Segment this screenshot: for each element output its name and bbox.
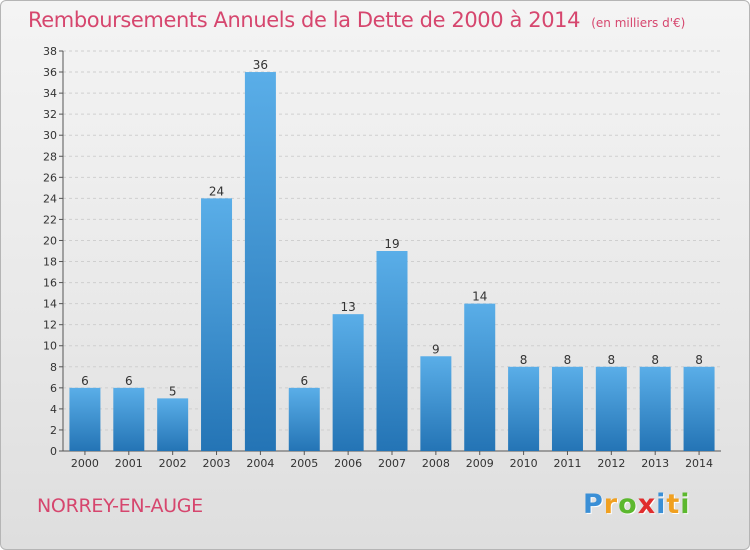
bar-value-label: 19 xyxy=(384,237,399,251)
logo-letter: P xyxy=(583,489,604,520)
proxiti-logo: Proxiti xyxy=(583,489,691,520)
x-tick-label: 2010 xyxy=(510,457,538,470)
y-tick-label: 2 xyxy=(50,424,57,437)
bar xyxy=(508,366,540,451)
bar-value-label: 8 xyxy=(520,353,528,367)
x-tick-label: 2009 xyxy=(466,457,494,470)
y-tick-label: 32 xyxy=(43,108,57,121)
bar-value-label: 36 xyxy=(253,58,268,72)
bars xyxy=(69,72,715,451)
logo-letter: x xyxy=(637,489,657,520)
x-tick-label: 2011 xyxy=(553,457,581,470)
bar xyxy=(244,72,276,451)
bar xyxy=(551,366,583,451)
x-tick-label: 2008 xyxy=(422,457,450,470)
bar-value-label: 8 xyxy=(651,353,659,367)
y-tick-label: 24 xyxy=(43,192,57,205)
y-tick-label: 12 xyxy=(43,319,57,332)
y-tick-label: 20 xyxy=(43,234,57,247)
bar-value-label: 9 xyxy=(432,342,440,356)
bar xyxy=(683,366,715,451)
x-tick-label: 2006 xyxy=(334,457,362,470)
y-tick-label: 14 xyxy=(43,298,57,311)
y-tick-label: 0 xyxy=(50,445,57,458)
bar-value-label: 6 xyxy=(81,374,89,388)
bar-value-label: 6 xyxy=(125,374,133,388)
y-tick-label: 36 xyxy=(43,66,57,79)
bar-value-label: 8 xyxy=(564,353,572,367)
bar xyxy=(157,398,189,451)
bar xyxy=(201,198,233,451)
y-tick-label: 4 xyxy=(50,403,57,416)
y-tick-label: 8 xyxy=(50,361,57,374)
x-tick-label: 2014 xyxy=(685,457,713,470)
bar-value-label: 6 xyxy=(300,374,308,388)
x-tick-label: 2001 xyxy=(115,457,143,470)
y-tick-label: 18 xyxy=(43,256,57,269)
bar xyxy=(420,356,452,451)
bar xyxy=(288,387,320,451)
labels: 0246810121416182022242628303234363862000… xyxy=(43,45,713,470)
x-tick-label: 2005 xyxy=(290,457,318,470)
bar xyxy=(639,366,671,451)
x-tick-label: 2000 xyxy=(71,457,99,470)
bar xyxy=(332,314,364,451)
x-tick-label: 2012 xyxy=(597,457,625,470)
bar xyxy=(464,303,496,451)
x-tick-label: 2013 xyxy=(641,457,669,470)
bar-value-label: 24 xyxy=(209,184,224,198)
x-tick-label: 2004 xyxy=(246,457,274,470)
bar-value-label: 8 xyxy=(608,353,616,367)
y-tick-label: 28 xyxy=(43,150,57,163)
logo-letter: t xyxy=(666,489,681,520)
y-tick-label: 26 xyxy=(43,171,57,184)
bar xyxy=(595,366,627,451)
location-name: NORREY-EN-AUGE xyxy=(37,495,203,517)
chart-unit: (en milliers d'€) xyxy=(591,16,686,30)
y-tick-label: 34 xyxy=(43,87,57,100)
logo-letter: i xyxy=(656,489,667,520)
y-tick-label: 22 xyxy=(43,213,57,226)
logo-letter: r xyxy=(603,489,619,520)
y-tick-label: 30 xyxy=(43,129,57,142)
y-tick-label: 10 xyxy=(43,340,57,353)
chart-title-row: Remboursements Annuels de la Dette de 20… xyxy=(28,8,685,32)
y-tick-label: 16 xyxy=(43,277,57,290)
y-tick-label: 6 xyxy=(50,382,57,395)
x-tick-label: 2007 xyxy=(378,457,406,470)
bar-value-label: 5 xyxy=(169,384,177,398)
logo-letter: i xyxy=(680,489,691,520)
chart-title: Remboursements Annuels de la Dette de 20… xyxy=(28,8,581,32)
bar-value-label: 14 xyxy=(472,290,487,304)
y-tick-label: 38 xyxy=(43,45,57,58)
logo-letter: o xyxy=(618,489,638,520)
x-tick-label: 2002 xyxy=(159,457,187,470)
x-tick-label: 2003 xyxy=(203,457,231,470)
bar-value-label: 8 xyxy=(695,353,703,367)
bar xyxy=(376,251,408,451)
bar xyxy=(113,387,145,451)
bar xyxy=(69,387,101,451)
bar-value-label: 13 xyxy=(340,300,355,314)
